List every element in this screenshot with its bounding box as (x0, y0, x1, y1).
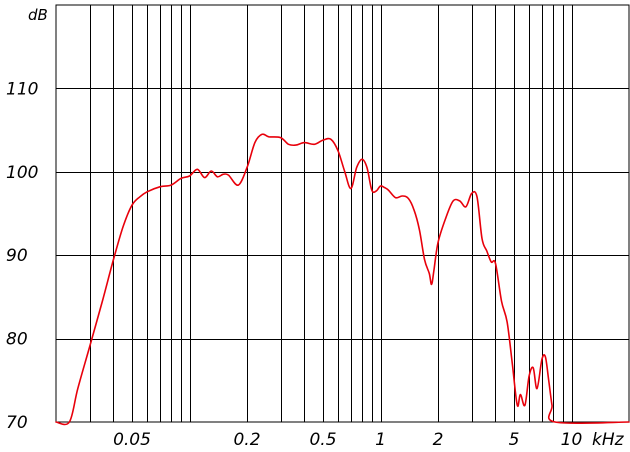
x-tick-label: 1 (375, 430, 386, 450)
series-layer (55, 133, 630, 426)
y-tick-label: 100 (6, 163, 38, 183)
y-tick-label: 110 (6, 79, 38, 99)
grid (56, 5, 629, 422)
y-axis-unit: dB (28, 6, 48, 24)
plot-frame (55, 4, 630, 423)
x-axis-tick-labels: 0.05 0.2 0.5 1 2 5 10 (113, 430, 582, 450)
y-tick-label: 70 (6, 413, 28, 433)
x-tick-label: 0.2 (233, 430, 260, 450)
x-tick-label: 0.5 (309, 430, 336, 450)
y-tick-label: 90 (6, 246, 28, 266)
spl-response-line (55, 133, 630, 426)
x-axis-unit: kHz (592, 430, 625, 450)
y-axis-tick-labels: 110 100 90 80 70 (6, 79, 38, 433)
x-tick-label: 2 (433, 430, 444, 450)
x-tick-label: 10 (561, 430, 583, 450)
x-tick-label: 0.05 (113, 430, 151, 450)
y-tick-label: 80 (6, 330, 28, 350)
x-tick-label: 5 (509, 430, 520, 450)
